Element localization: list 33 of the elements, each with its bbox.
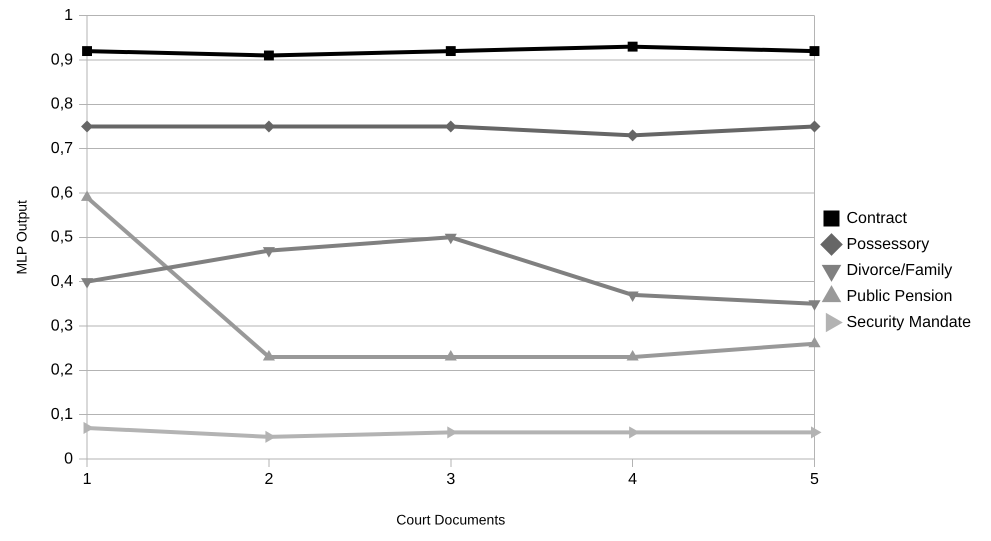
point [446,46,456,56]
y-tick-label: 0,7 [50,140,74,158]
point [626,350,639,361]
y-tick-label: 0,8 [50,96,74,113]
y-tick-label: 0,4 [50,273,74,290]
y-tick-label: 0,6 [50,184,74,202]
x-axis-title: Court Documents [396,511,506,528]
point [810,426,822,438]
y-tick-label: 0 [64,450,74,468]
y-tick-label: 0,9 [50,51,74,68]
y-tick-label: 0,2 [50,362,74,379]
legend-label: Contract [846,210,908,227]
point [808,336,821,348]
x-tick-label: 2 [264,471,274,488]
legend-label: Divorce/Family [846,262,952,279]
point [264,50,274,60]
legend-label: Public Pension [846,288,952,305]
x-tick-label: 5 [810,471,820,488]
legend-label: Security Mandate [846,314,972,331]
y-axis-title: MLP Output [13,200,30,275]
y-tick-label: 0,1 [50,406,74,424]
x-tick-label: 1 [82,471,92,488]
y-tick-label: 0,3 [50,317,74,334]
x-tick-label: 3 [446,471,456,488]
point [810,46,820,56]
point [628,42,638,52]
y-tick-label: 1 [64,7,74,24]
x-tick-label: 4 [628,471,638,488]
legend-label: Possessory [846,236,930,253]
point [262,350,275,361]
y-tick-label: 0,5 [50,228,74,246]
point [444,350,457,361]
point [82,46,92,56]
